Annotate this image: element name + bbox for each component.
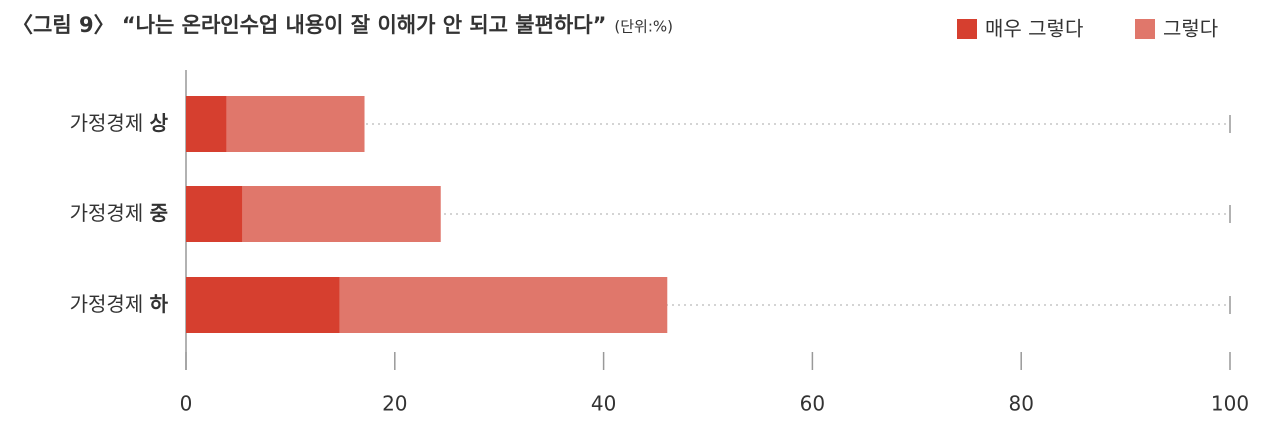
chart-title: 〈그림 9〉 “나는 온라인수업 내용이 잘 이해가 안 되고 불편하다”	[12, 13, 606, 37]
legend-label: 그렇다	[1163, 17, 1218, 41]
bar-segment	[242, 186, 441, 242]
y-tick-label: 가정경제 중	[70, 201, 168, 225]
legend-label: 매우 그렇다	[985, 17, 1083, 41]
x-tick-label: 0	[180, 392, 193, 416]
bar-segment	[186, 96, 227, 152]
x-tick-label: 20	[382, 392, 407, 416]
bar-segment	[186, 277, 340, 333]
bar-segment	[186, 186, 243, 242]
bar-segment	[339, 277, 668, 333]
label-emphasis: 상	[150, 111, 169, 135]
x-tick-label: 40	[591, 392, 616, 416]
y-tick-label: 가정경제 상	[70, 111, 169, 135]
legend-swatch	[957, 19, 977, 39]
label-emphasis: 하	[150, 292, 169, 316]
label-part: 가정경제	[70, 292, 150, 316]
bar-segment	[226, 96, 365, 152]
x-tick-label: 60	[800, 392, 825, 416]
label-part: 가정경제	[70, 201, 150, 225]
label-part: 가정경제	[70, 111, 150, 135]
x-tick-label: 100	[1211, 392, 1249, 416]
y-tick-label: 가정경제 하	[70, 292, 169, 316]
x-tick-label: 80	[1008, 392, 1033, 416]
label-emphasis: 중	[150, 201, 168, 225]
chart-subtitle: (단위:%)	[614, 18, 673, 36]
legend-swatch	[1135, 19, 1155, 39]
